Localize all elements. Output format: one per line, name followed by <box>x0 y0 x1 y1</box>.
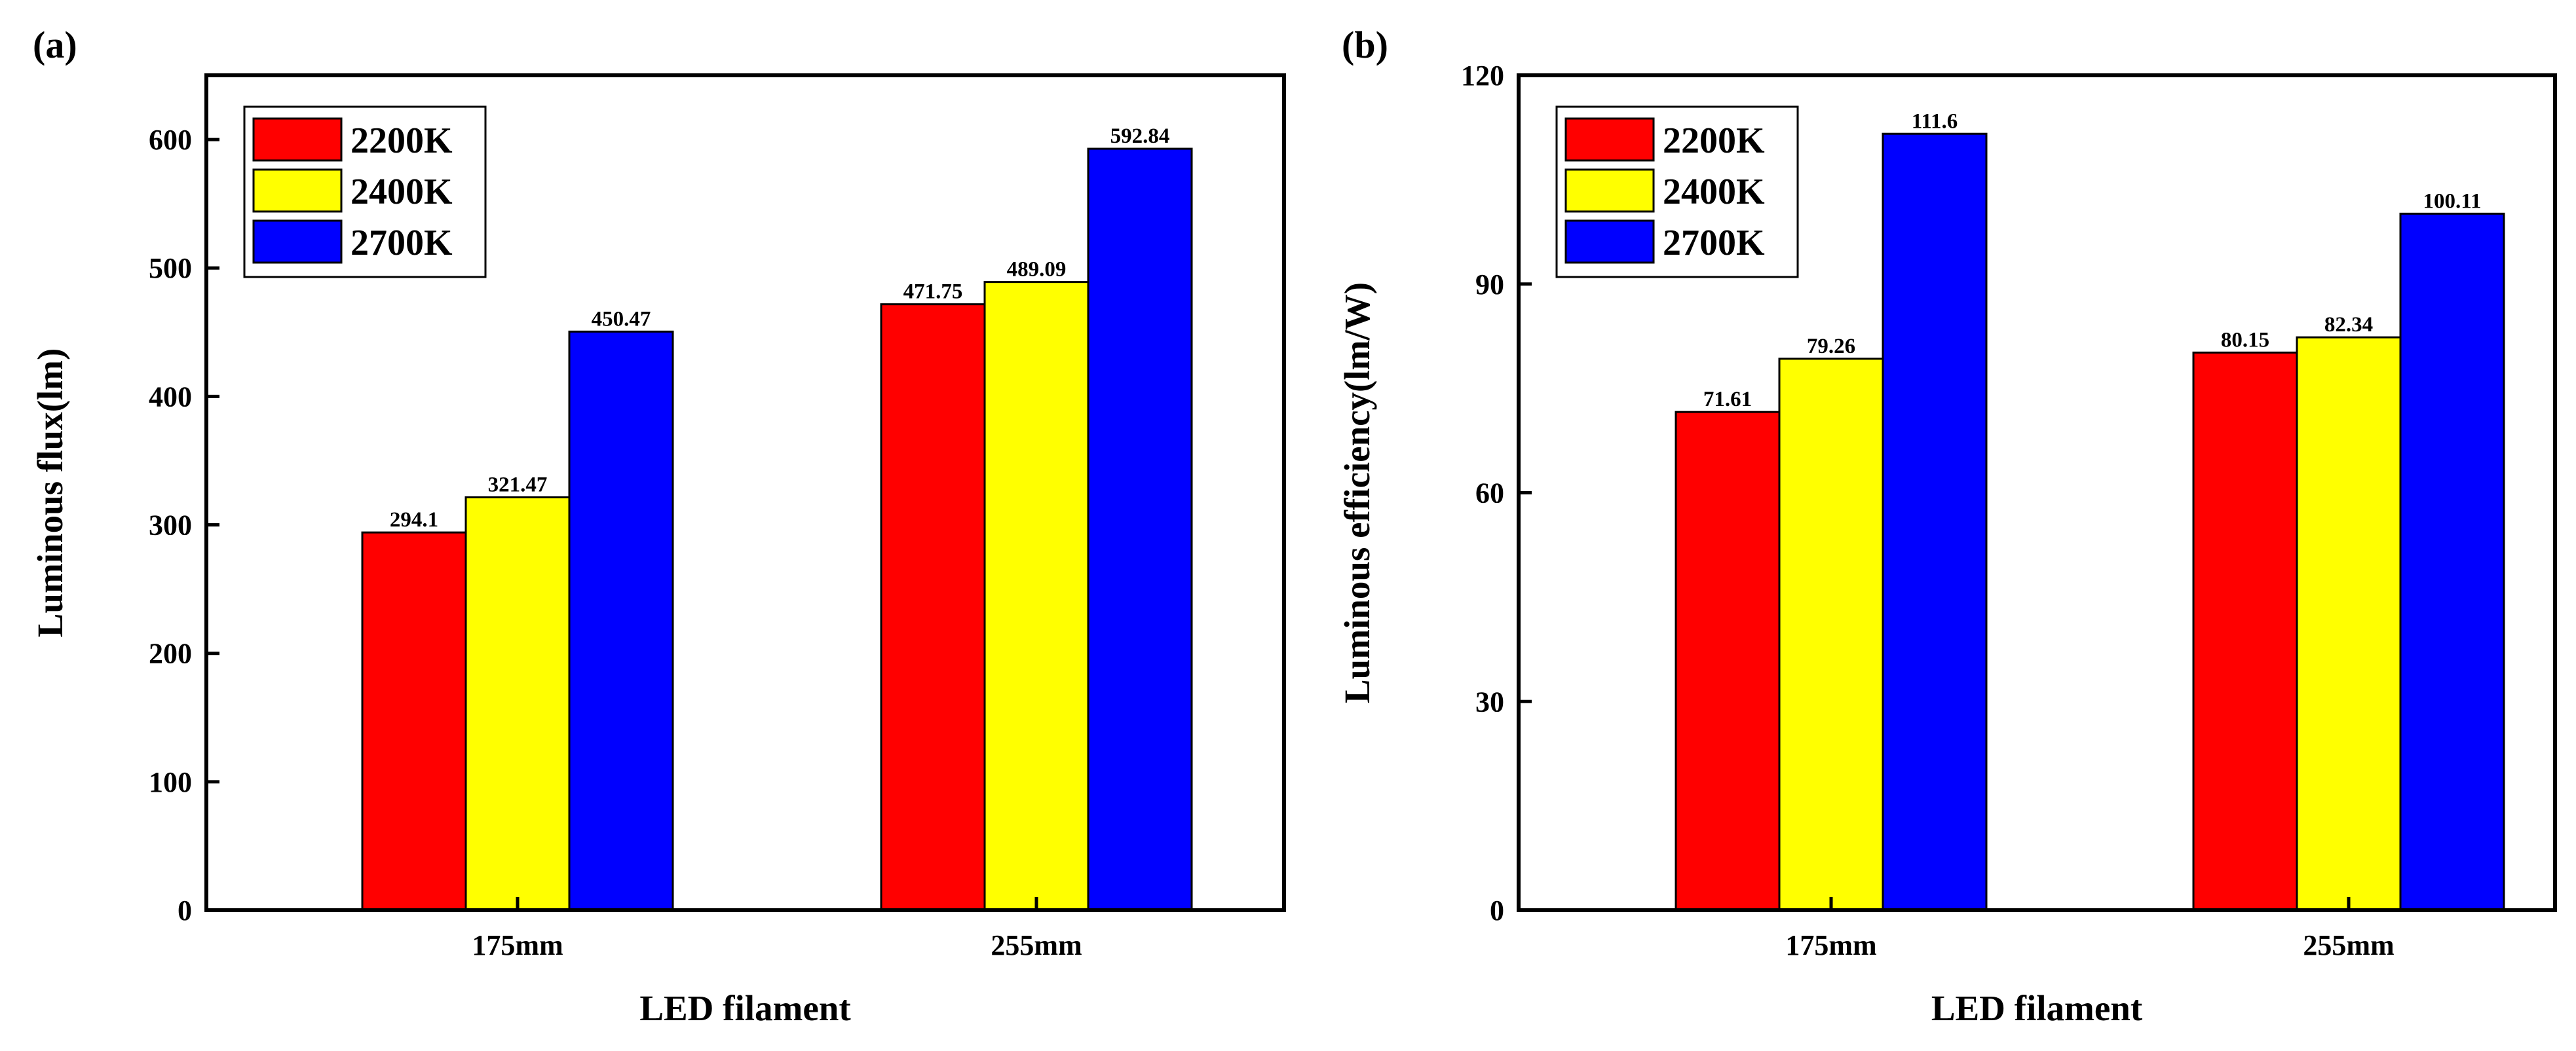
panel-label: (b) <box>1342 24 1388 66</box>
bar-2200K-255mm <box>880 303 986 912</box>
legend-label-2200K: 2200K <box>350 120 453 161</box>
y-tick-label: 200 <box>149 638 192 670</box>
legend-label-2200K: 2200K <box>1663 120 1765 161</box>
bar-2200K-255mm <box>2192 351 2298 912</box>
x-tick-label: 175mm <box>472 929 563 961</box>
x-tick-label: 255mm <box>2303 929 2394 961</box>
chart-luminous-efficiency: (b) 71.61 80.15 79.26 82.34 111.6 100.11 0 30 60 9… <box>1337 24 2557 1028</box>
legend-label-2700K: 2700K <box>1663 223 1765 263</box>
y-axis-title: Luminous flux(lm) <box>30 348 70 638</box>
y-axis-title: Luminous efficiency(lm/W) <box>1337 282 1377 703</box>
data-label-2400K-255mm: 82.34 <box>2324 313 2373 337</box>
y-tick-label: 100 <box>149 766 192 798</box>
bar-2400K-255mm <box>983 281 1089 912</box>
panel-label: (a) <box>33 24 77 66</box>
data-label-2700K-255mm: 592.84 <box>1110 124 1170 148</box>
y-tick-label: 400 <box>149 380 192 413</box>
data-label-2700K-175mm: 111.6 <box>1912 109 1958 133</box>
bar-2400K-255mm <box>2296 336 2402 912</box>
bar-2200K-175mm <box>361 531 467 912</box>
plot-frame <box>204 73 1286 912</box>
x-tick-label: 255mm <box>991 929 1082 961</box>
legend-swatch-2700K <box>1564 219 1655 264</box>
y-tick-label: 500 <box>149 252 192 284</box>
y-tick-label: 300 <box>149 509 192 542</box>
data-label-2400K-175mm: 321.47 <box>488 473 548 496</box>
legend-swatch-2700K <box>252 219 343 264</box>
legend-swatch-2400K <box>252 168 343 213</box>
x-axis-title: LED filament <box>1931 988 2143 1028</box>
legend-label-2400K: 2400K <box>350 172 453 212</box>
data-label-2400K-175mm: 79.26 <box>1807 335 1855 358</box>
x-axis-title: LED filament <box>639 988 851 1028</box>
data-label-2200K-175mm: 71.61 <box>1703 388 1752 411</box>
bar-2700K-255mm <box>2399 212 2505 912</box>
y-tick-label: 30 <box>1475 686 1504 718</box>
legend-swatch-2400K <box>1564 168 1655 213</box>
legend-label-2700K: 2700K <box>350 223 453 263</box>
bar-2400K-175mm <box>1778 358 1884 912</box>
legend-swatch-2200K <box>252 117 343 162</box>
bar-2700K-255mm <box>1087 147 1193 912</box>
data-label-2700K-255mm: 100.11 <box>2423 189 2482 213</box>
bar-2700K-175mm <box>568 330 674 912</box>
y-tick-label: 90 <box>1475 268 1504 301</box>
y-tick-label: 120 <box>1461 60 1504 92</box>
data-label-2400K-255mm: 489.09 <box>1007 258 1067 282</box>
bar-2700K-175mm <box>1882 132 1988 912</box>
data-label-2200K-175mm: 294.1 <box>390 508 438 532</box>
data-label-2200K-255mm: 471.75 <box>903 280 963 304</box>
data-label-2700K-175mm: 450.47 <box>592 307 651 331</box>
legend-swatch-2200K <box>1564 117 1655 162</box>
y-tick-label: 0 <box>178 894 192 927</box>
bar-2400K-175mm <box>464 496 571 912</box>
bar-2200K-175mm <box>1675 411 1781 912</box>
y-tick-label: 60 <box>1475 477 1504 509</box>
x-tick-label: 175mm <box>1785 929 1876 961</box>
y-tick-label: 600 <box>149 124 192 156</box>
legend-label-2400K: 2400K <box>1663 172 1765 212</box>
y-tick-label: 0 <box>1490 894 1504 927</box>
chart-luminous-flux: (a) 294.1 471.75 321.47 489.09 450.47 592.84 0 1… <box>30 24 1286 1028</box>
data-label-2200K-255mm: 80.15 <box>2221 328 2269 352</box>
